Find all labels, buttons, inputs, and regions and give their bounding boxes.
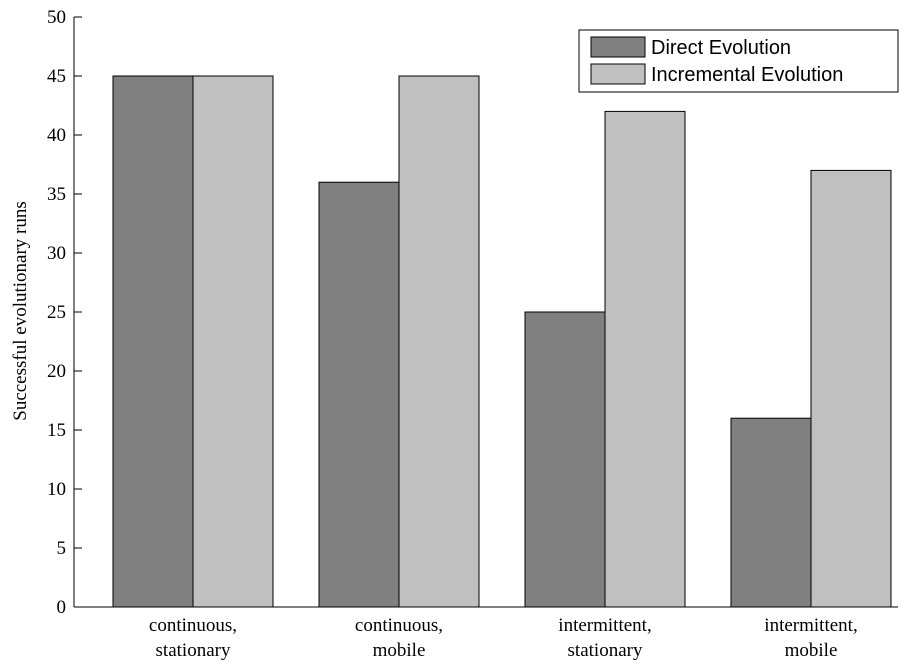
bar-incremental-evolution-2: [604, 110, 686, 608]
bar-direct-evolution-2: [524, 311, 606, 608]
x-category-label: continuous,: [149, 615, 237, 636]
legend-label-direct-evolution: Direct Evolution: [651, 37, 791, 59]
x-category-label: mobile: [373, 640, 426, 661]
y-tick-label: 50: [47, 7, 66, 28]
x-category-label: intermittent,: [764, 615, 857, 636]
x-category-label: stationary: [156, 640, 231, 661]
x-category-label: continuous,: [355, 615, 443, 636]
x-category-label: stationary: [568, 640, 643, 661]
y-tick-label: 0: [57, 597, 67, 618]
y-tick-label: 15: [47, 420, 66, 441]
legend-swatch-direct-evolution: [590, 36, 646, 58]
legend-label-incremental-evolution: Incremental Evolution: [651, 64, 843, 86]
y-tick-label: 25: [47, 302, 66, 323]
y-tick-label: 30: [47, 243, 66, 264]
bar-direct-evolution-0: [112, 75, 194, 608]
legend: Direct Evolution Incremental Evolution: [578, 29, 899, 93]
plot-area: 0 5 10 15 20 25 30 35 40 45 50 continuous, stationar…: [47, 7, 898, 661]
x-category-label: mobile: [785, 640, 838, 661]
y-tick-label: 35: [47, 184, 66, 205]
x-category-label: intermittent,: [558, 615, 651, 636]
bar-incremental-evolution-1: [398, 75, 480, 608]
y-tick-label: 5: [57, 538, 67, 559]
y-tick-label: 10: [47, 479, 66, 500]
bar-incremental-evolution-3: [810, 169, 892, 608]
y-axis-label: Successful evolutionary runs: [10, 201, 31, 421]
bar-incremental-evolution-0: [192, 75, 274, 608]
y-tick-label: 40: [47, 125, 66, 146]
bar-direct-evolution-3: [730, 417, 812, 608]
y-tick-label: 20: [47, 361, 66, 382]
bar-direct-evolution-1: [318, 181, 400, 608]
legend-swatch-incremental-evolution: [590, 63, 646, 85]
y-tick-label: 45: [47, 66, 66, 87]
